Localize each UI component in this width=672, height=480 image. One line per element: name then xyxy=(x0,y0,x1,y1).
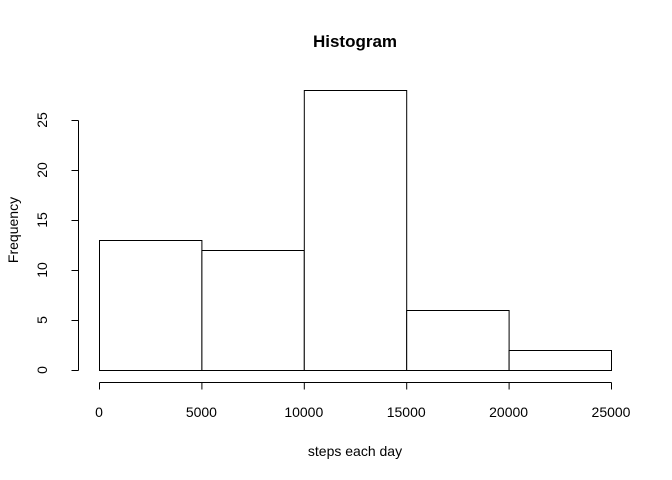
histogram-bar-1 xyxy=(99,240,203,371)
y-tick-label: 15 xyxy=(34,212,50,228)
histogram-bar-4 xyxy=(406,310,510,371)
y-axis: 0 5 10 15 20 25 xyxy=(34,112,79,374)
x-tick-label: 5000 xyxy=(186,404,217,420)
histogram-bar-3 xyxy=(303,90,408,371)
chart-title: Histogram xyxy=(313,32,397,51)
x-tick-label: 15000 xyxy=(387,404,426,420)
y-tick-label: 25 xyxy=(34,112,50,128)
y-tick-label: 5 xyxy=(34,316,50,324)
x-tick-label: 25000 xyxy=(592,404,631,420)
x-axis-label: steps each day xyxy=(308,443,402,459)
x-tick-label: 20000 xyxy=(489,404,528,420)
bars-group xyxy=(99,90,613,371)
x-tick-label: 0 xyxy=(95,404,103,420)
y-tick-label: 10 xyxy=(34,262,50,278)
x-axis: 0 5000 10000 15000 20000 25000 xyxy=(95,382,631,420)
histogram-bar-5 xyxy=(508,350,613,371)
y-axis-label: Frequency xyxy=(5,197,21,263)
histogram-bar-2 xyxy=(201,250,305,371)
y-tick-label: 0 xyxy=(34,366,50,374)
x-tick-label: 10000 xyxy=(284,404,323,420)
y-tick-label: 20 xyxy=(34,162,50,178)
